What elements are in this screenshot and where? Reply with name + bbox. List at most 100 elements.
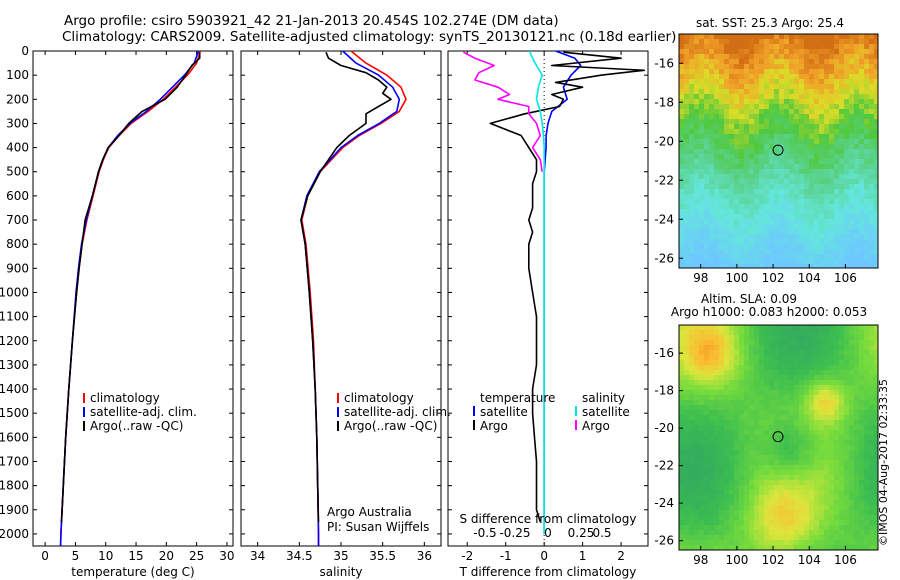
sla-cell	[774, 425, 780, 431]
sst-cell	[859, 184, 865, 190]
sst-cell	[689, 154, 695, 160]
sla-cell	[829, 345, 835, 351]
sla-cell	[864, 355, 870, 361]
sst-cell	[684, 134, 690, 140]
sla-cell	[804, 420, 810, 426]
sst-cell	[689, 64, 695, 70]
sst-cell	[744, 144, 750, 150]
sst-cell	[819, 229, 825, 235]
sst-cell	[704, 39, 710, 45]
sst-cell	[839, 59, 845, 65]
sst-cell	[839, 129, 845, 135]
sla-cell	[719, 365, 725, 371]
sst-cell	[774, 54, 780, 60]
sst-cell	[869, 194, 875, 200]
depth-tick-label: 1100	[0, 310, 29, 324]
sst-cell	[709, 234, 715, 240]
sla-cell	[734, 520, 740, 526]
sst-cell	[699, 224, 705, 230]
sst-cell	[709, 114, 715, 120]
sla-cell	[869, 365, 875, 371]
sla-cell	[774, 545, 780, 551]
sst-cell	[814, 229, 820, 235]
sst-cell	[844, 74, 850, 80]
sst-cell	[809, 104, 815, 110]
sla-cell	[764, 430, 770, 436]
map-x-tick-label: 104	[798, 271, 821, 285]
sst-cell	[739, 159, 745, 165]
sst-cell	[729, 99, 735, 105]
sst-cell	[694, 204, 700, 210]
sla-cell	[804, 545, 810, 551]
sla-cell	[714, 415, 720, 421]
sla-cell	[814, 495, 820, 501]
sla-cell	[859, 380, 865, 386]
sla-cell	[774, 350, 780, 356]
sst-cell	[719, 164, 725, 170]
sst-cell	[724, 89, 730, 95]
sla-cell	[744, 460, 750, 466]
sst-cell	[859, 114, 865, 120]
sla-cell	[834, 505, 840, 511]
sst-cell	[694, 79, 700, 85]
sla-cell	[754, 440, 760, 446]
sla-cell	[809, 485, 815, 491]
sst-cell	[714, 149, 720, 155]
sla-cell	[774, 440, 780, 446]
sla-cell	[734, 465, 740, 471]
sst-cell	[784, 254, 790, 260]
sla-cell	[729, 380, 735, 386]
sla-cell	[874, 500, 880, 506]
sst-cell	[769, 184, 775, 190]
sla-cell	[699, 545, 705, 551]
sla-cell	[724, 415, 730, 421]
sst-cell	[864, 104, 870, 110]
sst-cell	[834, 179, 840, 185]
sla-cell	[809, 430, 815, 436]
sla-cell	[834, 440, 840, 446]
sla-cell	[814, 520, 820, 526]
sla-cell	[819, 380, 825, 386]
sla-cell	[684, 405, 690, 411]
sla-cell	[679, 330, 685, 336]
sla-cell	[829, 335, 835, 341]
sst-cell	[799, 39, 805, 45]
sla-cell	[714, 395, 720, 401]
sst-cell	[869, 224, 875, 230]
sla-cell	[814, 410, 820, 416]
sla-cell	[869, 340, 875, 346]
sst-cell	[724, 94, 730, 100]
sla-cell	[764, 380, 770, 386]
sst-cell	[779, 139, 785, 145]
sla-cell	[749, 540, 755, 546]
sla-cell	[759, 450, 765, 456]
sst-cell	[849, 264, 855, 270]
sst-cell	[789, 209, 795, 215]
sla-cell	[719, 485, 725, 491]
sla-cell	[849, 345, 855, 351]
sst-cell	[724, 64, 730, 70]
sst-cell	[709, 119, 715, 125]
sla-cell	[789, 450, 795, 456]
sst-cell	[719, 99, 725, 105]
sst-cell	[764, 164, 770, 170]
sst-cell	[819, 264, 825, 270]
sst-cell	[764, 174, 770, 180]
sla-cell	[774, 450, 780, 456]
sla-cell	[799, 385, 805, 391]
sla-cell	[834, 515, 840, 521]
sla-cell	[849, 430, 855, 436]
sst-cell	[679, 74, 685, 80]
sla-cell	[839, 465, 845, 471]
sla-cell	[764, 400, 770, 406]
sst-cell	[794, 99, 800, 105]
sst-cell	[739, 194, 745, 200]
sst-cell	[699, 49, 705, 55]
sst-cell	[694, 114, 700, 120]
sla-cell	[819, 475, 825, 481]
sla-cell	[734, 535, 740, 541]
sst-cell	[844, 254, 850, 260]
sst-cell	[874, 234, 880, 240]
sla-cell	[849, 365, 855, 371]
sst-cell	[794, 34, 800, 40]
